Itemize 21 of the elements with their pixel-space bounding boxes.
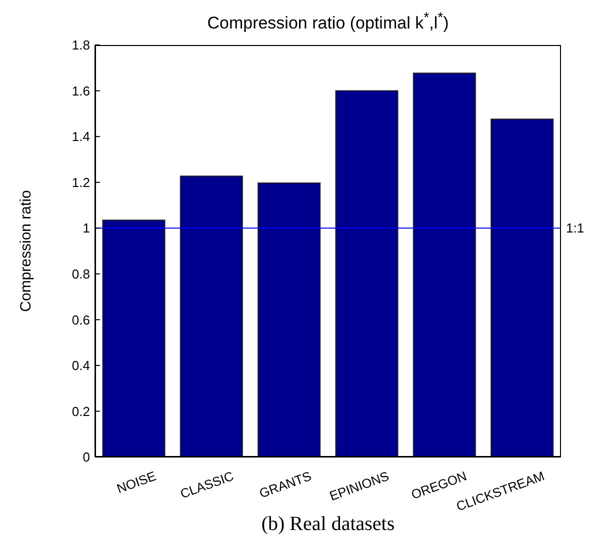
- bar: [412, 72, 476, 457]
- y-tick-label: 0.4: [72, 358, 90, 374]
- y-tick-label: 1.6: [72, 83, 90, 98]
- y-axis-title: Compression ratio: [17, 190, 34, 312]
- y-tick-label: 0: [82, 450, 90, 465]
- bar: [490, 118, 554, 457]
- y-tick-label: 1.4: [72, 129, 90, 144]
- y-tick-label: 1.2: [72, 174, 90, 190]
- text: (b) Real datasets: [260, 513, 396, 536]
- y-tick-label: 0.2: [72, 404, 90, 419]
- x-tick-label: NOISE: [114, 468, 158, 496]
- y-tick-label: 1.8: [72, 38, 90, 53]
- bar: [335, 90, 398, 457]
- bar: [180, 176, 243, 457]
- ref-line-label: 1:1: [566, 220, 584, 236]
- bar: [102, 220, 166, 457]
- y-tick-label: 0.8: [72, 266, 90, 282]
- chart-title: Compression ratio (optimal k$^{*}$,l$^{*}$): [206, 10, 450, 34]
- y-tick-label: 1: [82, 220, 90, 236]
- y-tick-label: 0.6: [72, 312, 90, 328]
- bar: [258, 182, 321, 457]
